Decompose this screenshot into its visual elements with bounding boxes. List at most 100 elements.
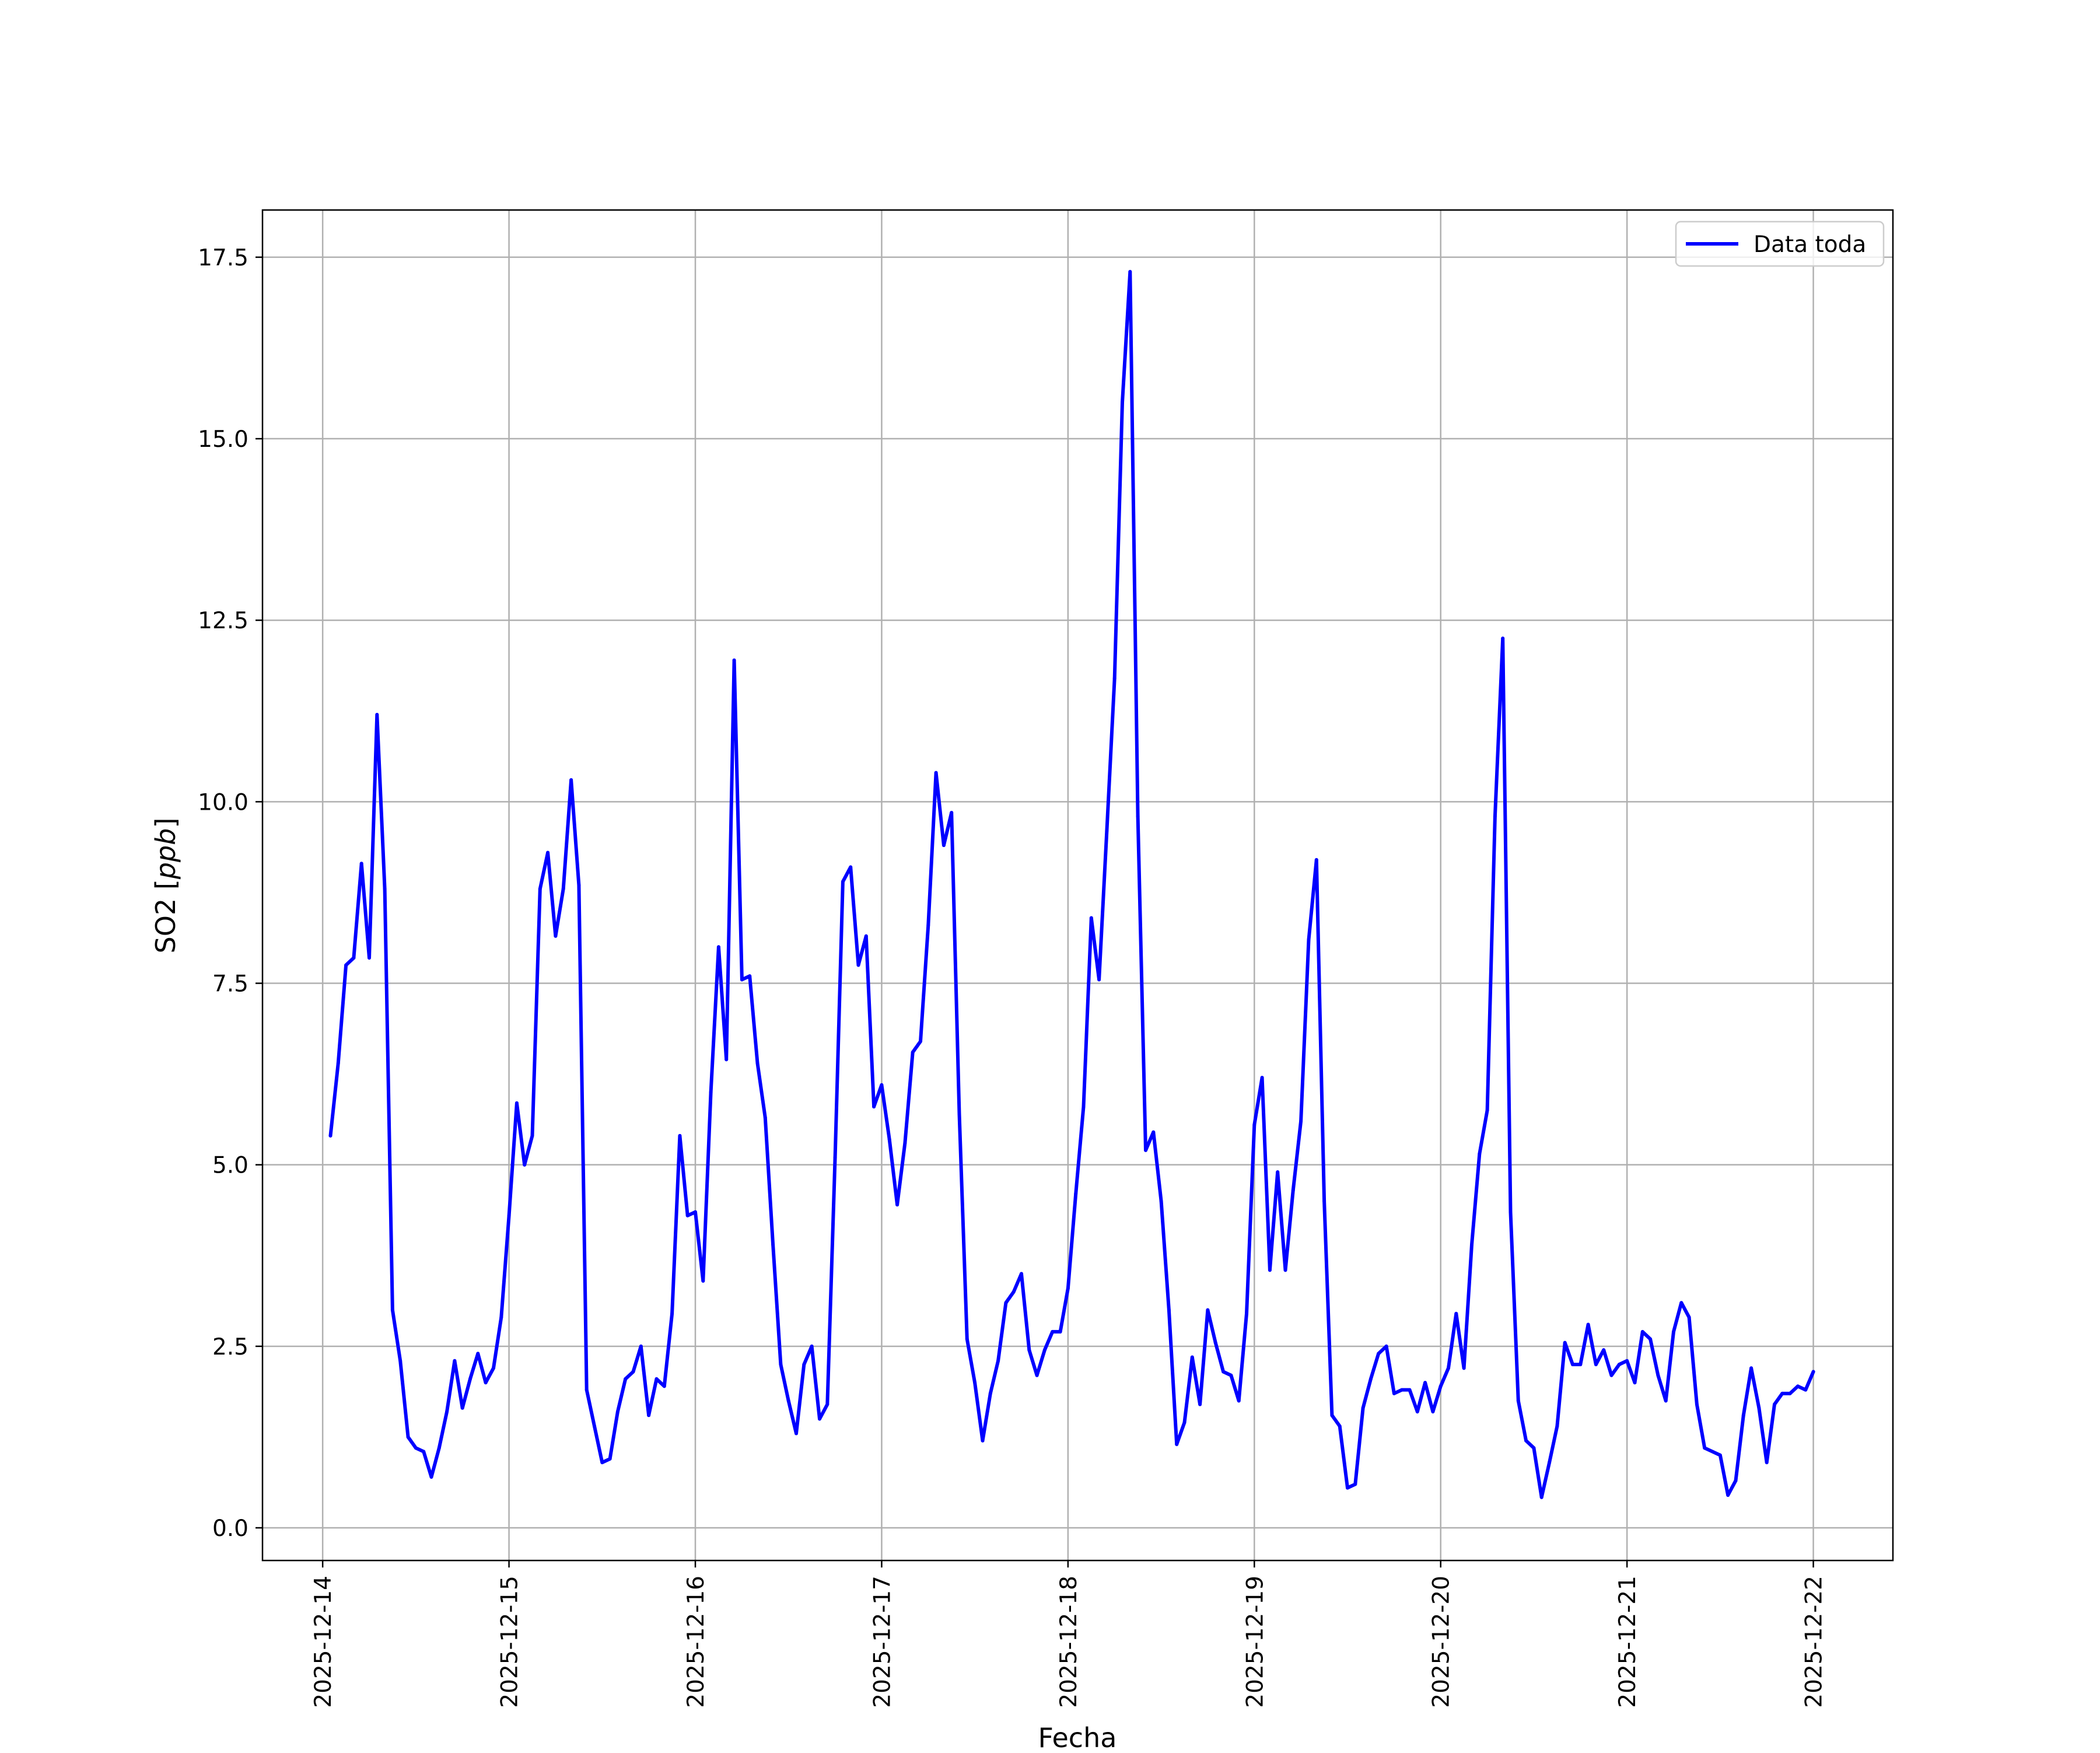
data-point [1074, 1192, 1078, 1196]
data-point [1175, 1442, 1179, 1446]
data-point [763, 1115, 767, 1119]
data-point [1462, 1366, 1466, 1370]
data-point [1695, 1402, 1699, 1406]
data-point [375, 713, 379, 716]
data-point [1804, 1388, 1808, 1392]
y-tick-label: 15.0 [198, 426, 249, 453]
data-point [398, 1359, 402, 1363]
data-point [352, 956, 356, 960]
data-point [1338, 1424, 1342, 1428]
data-point [903, 1141, 907, 1145]
data-point [755, 1061, 760, 1065]
data-point [1136, 814, 1140, 818]
data-point [1082, 1105, 1086, 1109]
data-point [523, 1163, 527, 1167]
data-point [368, 956, 371, 960]
data-point [1578, 1363, 1583, 1366]
data-point [468, 1377, 472, 1381]
data-point [1710, 1450, 1714, 1454]
plot-frame [261, 209, 1894, 1562]
y-tick-label: 0.0 [212, 1516, 249, 1542]
data-point [1020, 1272, 1023, 1276]
data-point [1757, 1406, 1761, 1410]
data-point [1004, 1301, 1008, 1305]
data-point [1415, 1409, 1419, 1413]
data-point [1609, 1373, 1614, 1377]
series-line-0 [328, 270, 1815, 1499]
data-point [818, 1417, 821, 1421]
data-point [1276, 1170, 1280, 1174]
data-point [957, 1112, 961, 1116]
y-tick-label: 7.5 [212, 971, 249, 998]
data-point [1625, 1359, 1629, 1363]
y-axis-ticks: 0.0 2.5 5.0 7.5 10.0 12.5 15.0 17.5 [198, 245, 262, 1542]
y-axis-label-bracket-close: ] [150, 818, 181, 828]
x-tick-label: 2025-12-18 [1056, 1576, 1082, 1708]
data-point [1454, 1311, 1458, 1315]
data-point [981, 1439, 985, 1443]
data-point [445, 1409, 449, 1413]
data-point [786, 1399, 790, 1403]
data-point [1245, 1311, 1248, 1315]
data-point [1260, 1076, 1264, 1080]
data-point [779, 1363, 783, 1366]
data-point [1012, 1290, 1016, 1294]
data-point [1431, 1409, 1435, 1413]
data-point [709, 1090, 713, 1094]
data-point [1548, 1461, 1552, 1464]
data-point [406, 1435, 410, 1439]
data-point [1252, 1123, 1256, 1127]
data-point [724, 1058, 729, 1062]
data-point [1493, 814, 1497, 818]
data-point [1206, 1308, 1210, 1312]
data-point [996, 1359, 1000, 1363]
data-point [1532, 1446, 1536, 1450]
data-point [538, 887, 542, 891]
data-point [1035, 1373, 1039, 1377]
data-point [1097, 978, 1101, 982]
data-point [1027, 1348, 1031, 1352]
data-point [1128, 270, 1132, 274]
data-point [942, 844, 946, 847]
x-tick-label: 2025-12-20 [1429, 1576, 1455, 1708]
data-point [390, 1308, 394, 1312]
data-point [1307, 937, 1311, 942]
data-point [336, 1061, 340, 1065]
data-point [825, 1402, 830, 1406]
data-point [841, 880, 845, 884]
data-point [771, 1243, 775, 1247]
data-point [561, 887, 565, 891]
data-point [647, 1413, 651, 1418]
data-point [437, 1446, 441, 1450]
data-point [895, 1203, 900, 1207]
data-point [662, 1384, 666, 1388]
data-point [554, 934, 558, 938]
data-point [794, 1432, 798, 1436]
data-point [1508, 1210, 1513, 1214]
data-point [1237, 1399, 1241, 1403]
data-point [1438, 1384, 1443, 1388]
data-point [716, 945, 720, 949]
data-point [1672, 1329, 1675, 1334]
data-point [1485, 1108, 1489, 1112]
data-point [1167, 1308, 1171, 1312]
data-point [1788, 1391, 1792, 1395]
series-layer [328, 270, 1815, 1499]
data-point [988, 1391, 992, 1395]
data-point [422, 1450, 426, 1454]
y-tick-label: 17.5 [198, 245, 249, 271]
data-point [453, 1359, 457, 1363]
data-point [1222, 1370, 1226, 1374]
data-point [1423, 1381, 1427, 1385]
data-point [864, 934, 868, 938]
data-point [1346, 1486, 1349, 1490]
data-point [810, 1344, 814, 1348]
data-point [670, 1311, 674, 1315]
data-point [414, 1446, 418, 1450]
data-point [919, 1040, 922, 1044]
data-point [1182, 1420, 1186, 1425]
data-point [694, 1210, 697, 1214]
data-point [887, 1138, 891, 1142]
data-point [1640, 1329, 1644, 1334]
data-point [1656, 1373, 1660, 1377]
